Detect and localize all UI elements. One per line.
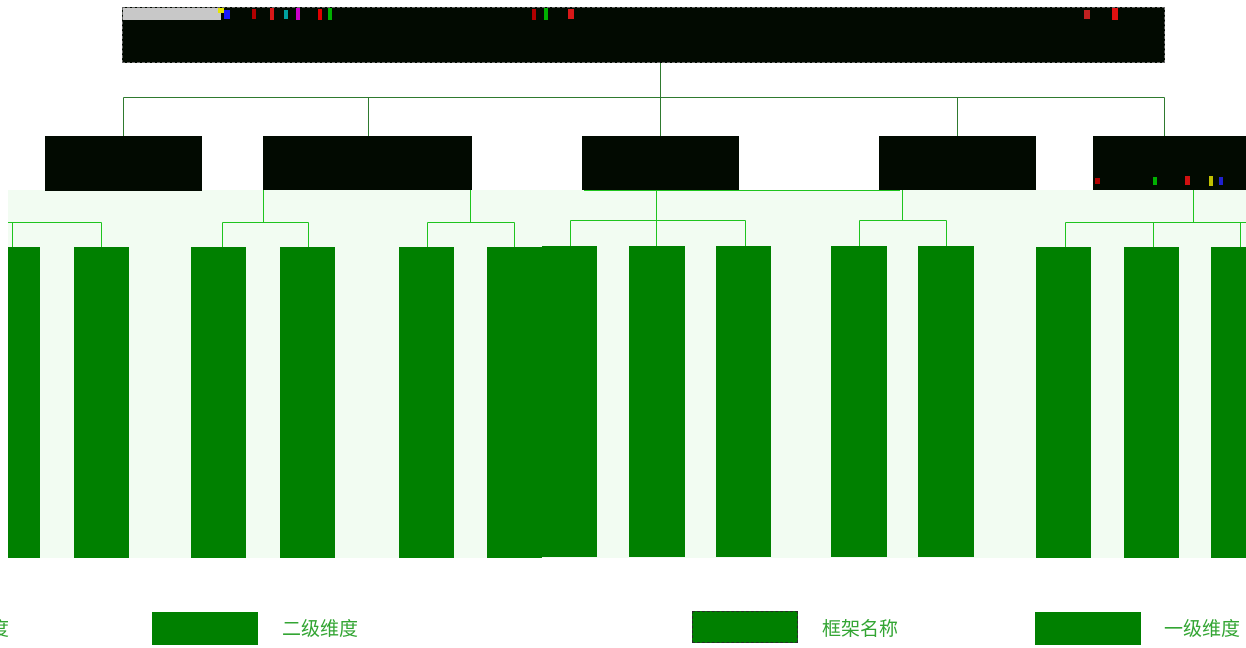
framework-root-artifacts xyxy=(123,8,1118,20)
legend-swatch-framework xyxy=(692,611,798,643)
level1-box-3 xyxy=(582,136,739,190)
level2-bar-2 xyxy=(74,247,129,558)
level2-bar-5 xyxy=(399,247,454,558)
legend-label-level2: 二级维度 xyxy=(282,618,359,640)
level2-bar-7 xyxy=(542,246,597,557)
legend-label-level1: 一级维度 xyxy=(1164,618,1241,640)
legend-swatch-level2 xyxy=(152,612,258,645)
level1-box-4 xyxy=(879,136,1036,190)
level2-bar-12 xyxy=(1036,247,1091,558)
level2-bar-10 xyxy=(831,246,887,557)
level2-bar-1 xyxy=(8,247,40,558)
level2-bar-6 xyxy=(487,247,542,558)
level2-bar-11 xyxy=(918,246,974,557)
framework-root-box xyxy=(122,7,1165,63)
level1-box-2 xyxy=(263,136,472,190)
level1-box-1 xyxy=(45,136,202,191)
legend-label-cut-left: 度 xyxy=(0,620,9,639)
level2-bar-8 xyxy=(629,246,685,557)
legend-label-framework: 框架名称 xyxy=(822,618,899,640)
top-connectors xyxy=(123,63,1165,136)
lower-connectors xyxy=(8,190,1246,247)
level2-bar-13 xyxy=(1124,247,1179,558)
level2-bar-4 xyxy=(280,247,335,558)
level2-bar-14 xyxy=(1211,247,1246,558)
level2-bar-9 xyxy=(716,246,771,557)
level1-box-5-artifacts xyxy=(1095,176,1223,186)
level2-bar-3 xyxy=(191,247,246,558)
legend-swatch-level1 xyxy=(1035,612,1141,645)
